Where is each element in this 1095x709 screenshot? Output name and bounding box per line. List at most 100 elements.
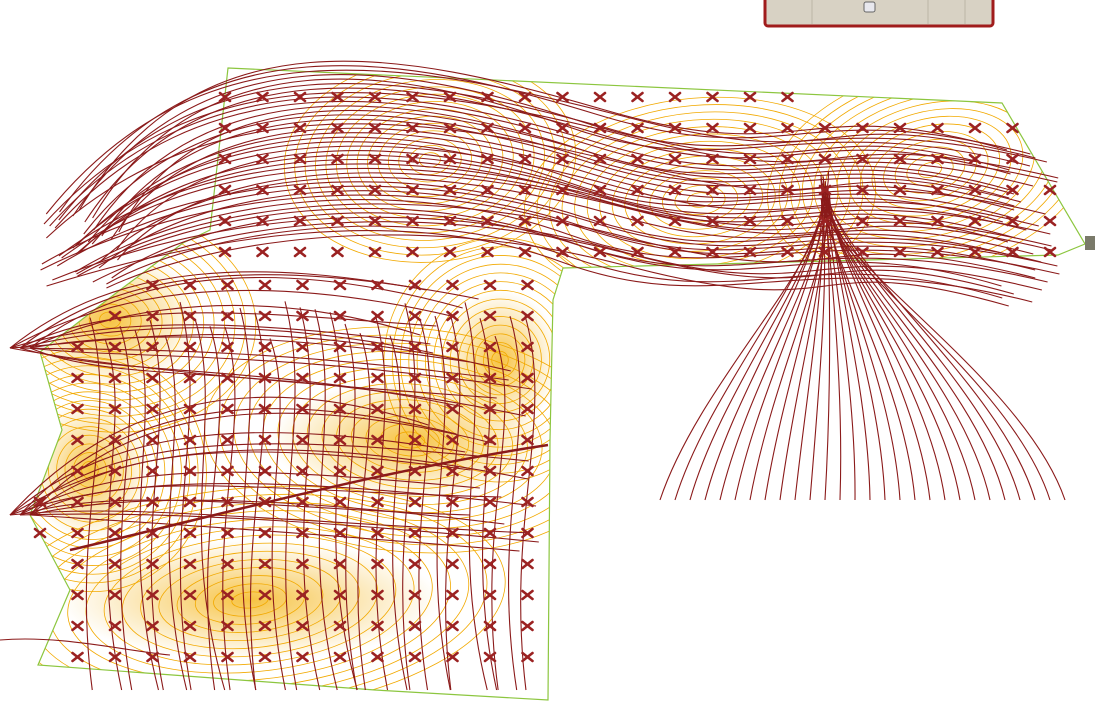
x-stroke bbox=[521, 620, 534, 632]
x-mark bbox=[221, 558, 234, 570]
x-mark bbox=[668, 122, 682, 134]
x-stroke bbox=[631, 153, 644, 165]
x-stroke bbox=[443, 246, 457, 258]
flow-line bbox=[820, 175, 1036, 501]
x-mark bbox=[406, 184, 419, 196]
x-mark bbox=[183, 279, 197, 291]
toolbar-button[interactable] bbox=[863, 1, 876, 13]
x-mark bbox=[71, 589, 84, 601]
x-mark bbox=[446, 372, 459, 384]
x-mark bbox=[331, 153, 344, 165]
x-stroke bbox=[521, 434, 534, 446]
x-mark bbox=[668, 153, 682, 165]
flow-line bbox=[826, 206, 1066, 501]
x-mark bbox=[183, 310, 197, 322]
x-stroke bbox=[706, 246, 719, 258]
flow-line bbox=[9, 324, 431, 349]
x-mark bbox=[296, 527, 309, 539]
x-stroke bbox=[333, 310, 347, 322]
x-stroke bbox=[221, 589, 234, 601]
x-mark bbox=[333, 434, 347, 446]
x-mark bbox=[706, 246, 719, 258]
x-mark bbox=[521, 403, 534, 415]
x-mark bbox=[521, 558, 534, 570]
x-mark bbox=[108, 434, 122, 446]
x-mark bbox=[481, 215, 494, 227]
x-mark bbox=[893, 153, 907, 165]
x-stroke bbox=[108, 496, 122, 508]
x-mark bbox=[593, 246, 607, 258]
x-mark bbox=[856, 122, 869, 134]
x-stroke bbox=[556, 91, 569, 103]
contour bbox=[176, 567, 324, 633]
x-mark bbox=[556, 246, 569, 258]
x-stroke bbox=[518, 184, 532, 196]
x-mark bbox=[258, 651, 272, 663]
x-stroke bbox=[183, 651, 197, 663]
flow-line bbox=[29, 499, 505, 525]
x-stroke bbox=[556, 215, 569, 227]
x-mark bbox=[483, 279, 497, 291]
x-stroke bbox=[483, 589, 497, 601]
x-mark bbox=[221, 372, 234, 384]
flow-line bbox=[19, 327, 434, 354]
x-stroke bbox=[781, 91, 794, 103]
x-stroke bbox=[483, 496, 497, 508]
x-stroke bbox=[518, 122, 532, 134]
x-mark bbox=[108, 496, 122, 508]
x-mark bbox=[296, 341, 309, 353]
x-mark bbox=[183, 558, 197, 570]
x-stroke bbox=[183, 434, 197, 446]
x-mark bbox=[146, 403, 159, 415]
x-stroke bbox=[183, 465, 197, 477]
x-stroke bbox=[256, 153, 269, 165]
x-mark bbox=[333, 341, 347, 353]
x-mark bbox=[256, 246, 269, 258]
flow-line bbox=[508, 316, 521, 691]
x-mark bbox=[221, 620, 234, 632]
x-mark bbox=[893, 246, 907, 258]
x-stroke bbox=[446, 620, 459, 632]
contour bbox=[30, 347, 207, 593]
x-mark bbox=[221, 651, 234, 663]
x-stroke bbox=[218, 184, 232, 196]
x-stroke bbox=[408, 558, 422, 570]
x-stroke bbox=[256, 122, 269, 134]
flow-line bbox=[823, 206, 1051, 501]
x-mark bbox=[71, 527, 84, 539]
x-mark bbox=[293, 91, 307, 103]
x-mark bbox=[446, 434, 459, 446]
x-stroke bbox=[481, 184, 494, 196]
x-stroke bbox=[108, 403, 122, 415]
flow-line bbox=[85, 317, 101, 691]
x-stroke bbox=[146, 372, 159, 384]
x-mark bbox=[183, 620, 197, 632]
x-mark bbox=[146, 310, 159, 322]
x-stroke bbox=[71, 496, 84, 508]
x-stroke bbox=[258, 310, 272, 322]
x-mark bbox=[331, 246, 344, 258]
x-stroke bbox=[668, 184, 682, 196]
x-stroke bbox=[446, 310, 459, 322]
x-stroke bbox=[521, 589, 534, 601]
flow-line bbox=[29, 347, 526, 417]
x-mark bbox=[1006, 122, 1019, 134]
edge-handle[interactable] bbox=[1085, 236, 1095, 250]
x-stroke bbox=[146, 403, 159, 415]
x-mark bbox=[483, 403, 497, 415]
x-mark bbox=[368, 215, 382, 227]
x-stroke bbox=[408, 372, 422, 384]
x-mark bbox=[258, 527, 272, 539]
x-mark bbox=[781, 215, 794, 227]
x-stroke bbox=[408, 496, 422, 508]
x-stroke bbox=[481, 122, 494, 134]
x-stroke bbox=[781, 184, 794, 196]
x-stroke bbox=[258, 465, 272, 477]
x-stroke bbox=[968, 215, 982, 227]
flow-line bbox=[749, 207, 830, 501]
x-mark bbox=[331, 215, 344, 227]
contour bbox=[483, 342, 517, 378]
x-stroke bbox=[258, 434, 272, 446]
x-mark bbox=[593, 122, 607, 134]
